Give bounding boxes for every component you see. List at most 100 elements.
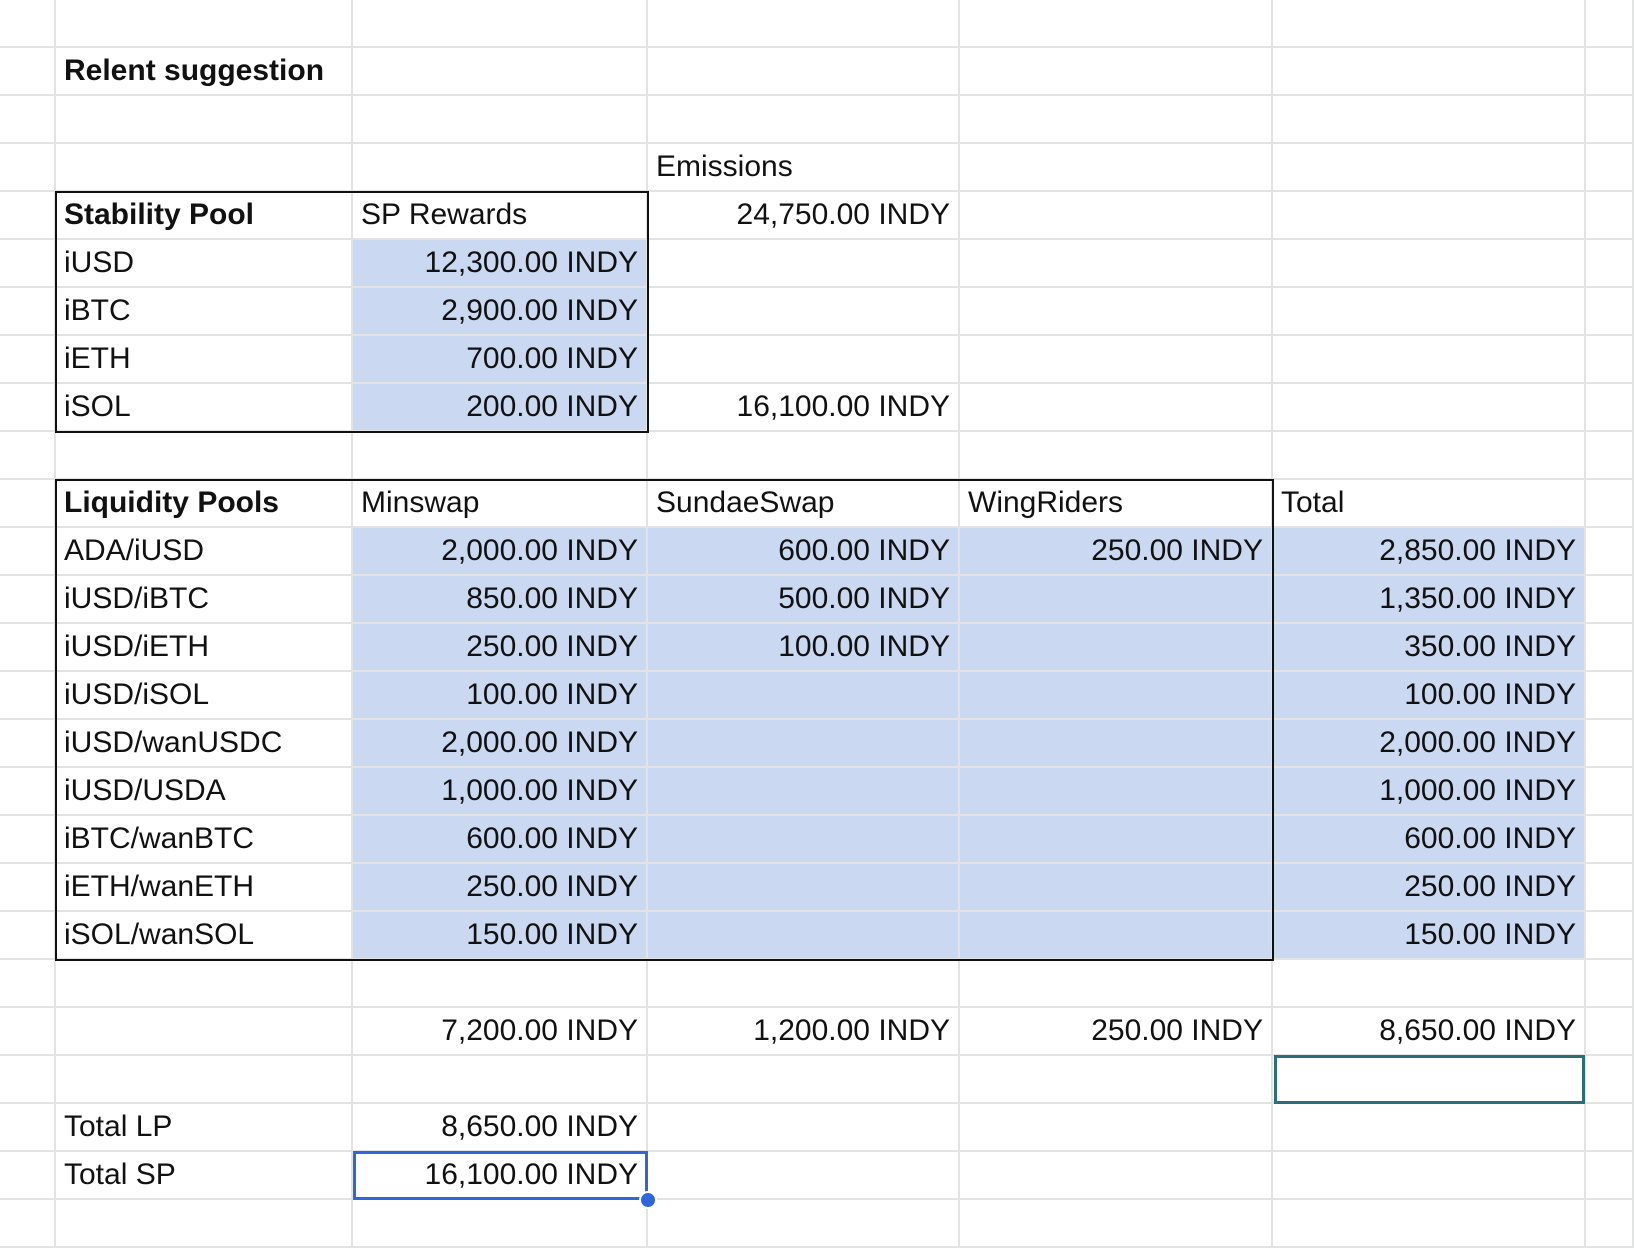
empty-cell[interactable] [1586,384,1634,432]
sp-asset-cell[interactable]: iBTC [56,288,353,336]
empty-cell[interactable] [353,144,648,192]
empty-cell[interactable] [1586,1152,1634,1200]
total-sp-label[interactable]: Total SP [56,1152,353,1200]
lp-reward-cell[interactable]: 100.00 INDY [1273,672,1586,720]
empty-cell[interactable] [960,1104,1273,1152]
lp-pair-cell[interactable]: iSOL/wanSOL [56,912,353,960]
total-sp-value[interactable]: 16,100.00 INDY [353,1152,648,1200]
lp-reward-cell[interactable] [960,576,1273,624]
empty-cell[interactable] [960,336,1273,384]
empty-cell[interactable] [648,240,960,288]
emissions-lp-value[interactable]: 16,100.00 INDY [648,384,960,432]
lp-pair-cell[interactable]: iBTC/wanBTC [56,816,353,864]
empty-cell[interactable] [960,0,1273,48]
empty-cell[interactable] [1273,192,1586,240]
lp-reward-cell[interactable] [648,768,960,816]
lp-column-header-wingriders[interactable]: WingRiders [960,480,1273,528]
empty-cell[interactable] [960,96,1273,144]
empty-cell[interactable] [960,432,1273,480]
empty-cell[interactable] [0,1104,56,1152]
lp-reward-cell[interactable]: 2,850.00 INDY [1273,528,1586,576]
empty-cell[interactable] [1273,960,1586,1008]
lp-column-total-cell[interactable]: 1,200.00 INDY [648,1008,960,1056]
empty-cell[interactable] [648,0,960,48]
liquidity-pools-header[interactable]: Liquidity Pools [56,480,353,528]
empty-cell[interactable] [0,240,56,288]
lp-column-header-total[interactable]: Total [1273,480,1586,528]
lp-pair-cell[interactable]: iUSD/iBTC [56,576,353,624]
lp-column-total-cell[interactable]: 250.00 INDY [960,1008,1273,1056]
lp-reward-cell[interactable] [648,816,960,864]
lp-reward-cell[interactable] [960,768,1273,816]
lp-pair-cell[interactable]: iUSD/wanUSDC [56,720,353,768]
empty-cell[interactable] [648,288,960,336]
empty-cell[interactable] [960,144,1273,192]
empty-cell[interactable] [960,288,1273,336]
empty-cell[interactable] [1586,816,1634,864]
empty-cell[interactable] [1586,864,1634,912]
empty-cell[interactable] [0,96,56,144]
lp-reward-cell[interactable]: 850.00 INDY [353,576,648,624]
empty-cell[interactable] [1586,624,1634,672]
lp-column-total-cell[interactable]: 7,200.00 INDY [353,1008,648,1056]
empty-cell[interactable] [648,1200,960,1248]
empty-cell[interactable] [648,960,960,1008]
lp-reward-cell[interactable]: 600.00 INDY [1273,816,1586,864]
sp-reward-cell[interactable]: 700.00 INDY [353,336,648,384]
emissions-label[interactable]: Emissions [648,144,960,192]
fill-handle[interactable] [639,1191,657,1209]
lp-reward-cell[interactable] [648,864,960,912]
lp-pair-cell[interactable]: iUSD/iSOL [56,672,353,720]
empty-cell[interactable] [0,720,56,768]
empty-cell[interactable] [0,384,56,432]
lp-reward-cell[interactable]: 150.00 INDY [1273,912,1586,960]
lp-reward-cell[interactable]: 100.00 INDY [353,672,648,720]
empty-cell[interactable] [1273,1152,1586,1200]
lp-reward-cell[interactable]: 250.00 INDY [960,528,1273,576]
lp-reward-cell[interactable]: 2,000.00 INDY [1273,720,1586,768]
empty-cell[interactable] [1586,1056,1634,1104]
empty-cell[interactable] [1273,240,1586,288]
lp-reward-cell[interactable] [648,672,960,720]
lp-reward-cell[interactable]: 350.00 INDY [1273,624,1586,672]
empty-cell[interactable] [1586,1104,1634,1152]
empty-cell[interactable] [353,96,648,144]
lp-reward-cell[interactable] [648,912,960,960]
empty-cell[interactable] [0,1152,56,1200]
lp-reward-cell[interactable] [960,864,1273,912]
empty-cell[interactable] [1586,912,1634,960]
empty-cell[interactable] [56,96,353,144]
empty-cell[interactable] [648,336,960,384]
empty-cell[interactable] [56,1056,353,1104]
empty-cell[interactable] [353,1056,648,1104]
empty-cell[interactable] [0,144,56,192]
empty-cell[interactable] [1273,48,1586,96]
empty-cell[interactable] [1586,528,1634,576]
empty-cell[interactable] [1586,96,1634,144]
lp-pair-cell[interactable]: iUSD/iETH [56,624,353,672]
lp-reward-cell[interactable]: 250.00 INDY [353,624,648,672]
empty-cell[interactable] [0,816,56,864]
empty-cell[interactable] [353,432,648,480]
empty-cell[interactable] [353,0,648,48]
empty-cell[interactable] [0,1008,56,1056]
sp-asset-cell[interactable]: iETH [56,336,353,384]
empty-cell[interactable] [960,1056,1273,1104]
lp-reward-cell[interactable]: 600.00 INDY [648,528,960,576]
lp-column-header-sundaeswap[interactable]: SundaeSwap [648,480,960,528]
empty-cell[interactable] [960,48,1273,96]
empty-cell[interactable] [56,432,353,480]
empty-cell[interactable] [960,960,1273,1008]
sp-asset-cell[interactable]: iUSD [56,240,353,288]
empty-cell[interactable] [960,1200,1273,1248]
lp-column-total-cell[interactable]: 8,650.00 INDY [1273,1008,1586,1056]
empty-cell[interactable] [1586,336,1634,384]
lp-reward-cell[interactable] [960,816,1273,864]
empty-cell[interactable] [1273,1056,1586,1104]
empty-cell[interactable] [1273,288,1586,336]
empty-cell[interactable] [56,960,353,1008]
lp-pair-cell[interactable]: ADA/iUSD [56,528,353,576]
empty-cell[interactable] [0,192,56,240]
empty-cell[interactable] [1586,432,1634,480]
